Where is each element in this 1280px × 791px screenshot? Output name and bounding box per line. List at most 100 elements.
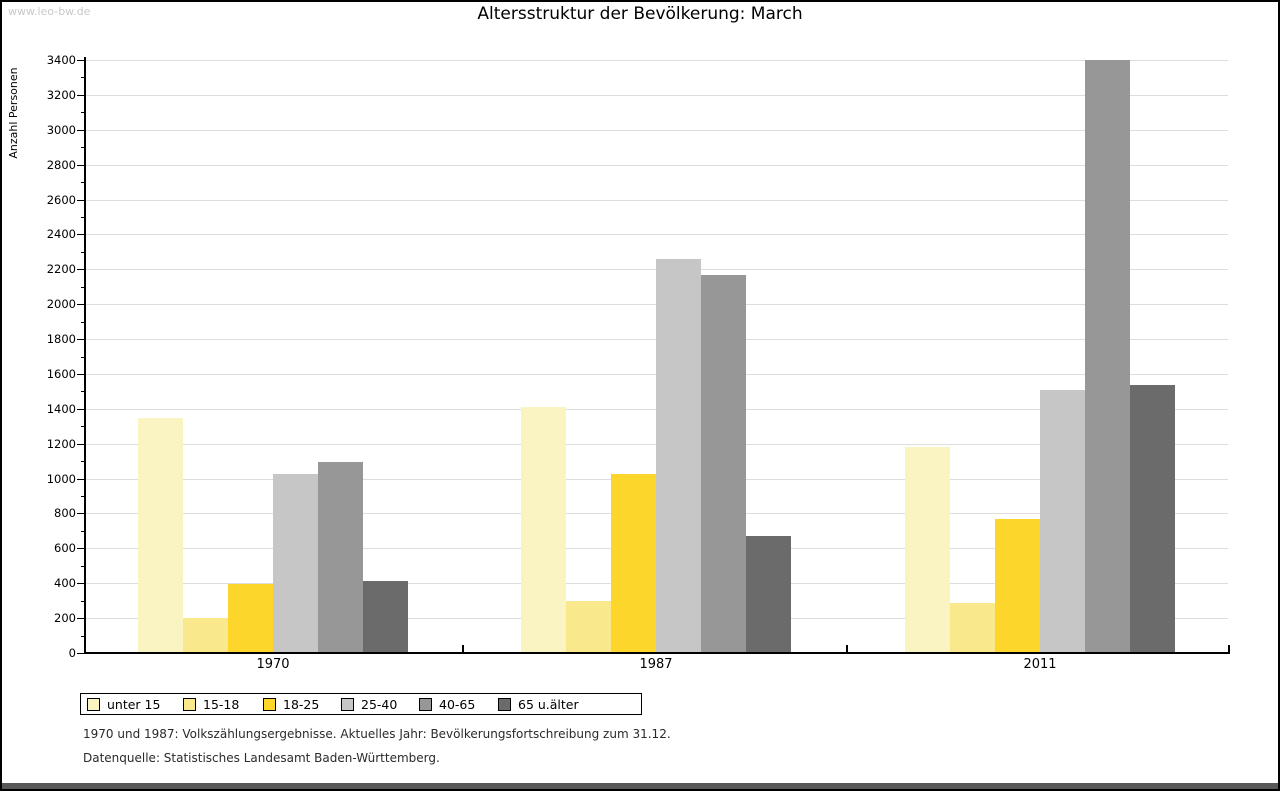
y-major-tick	[77, 443, 85, 445]
bar-65-u-lter-1987	[746, 536, 791, 653]
y-major-tick	[77, 618, 85, 620]
legend-swatch	[183, 697, 196, 711]
y-major-tick	[77, 408, 85, 410]
legend-item: unter 15	[87, 694, 160, 714]
bar-25-40-2011	[1040, 389, 1085, 653]
bar-65-u-lter-1970	[363, 581, 408, 653]
y-major-tick	[77, 583, 85, 585]
gridline	[86, 164, 1228, 166]
bar-40-65-1987	[701, 274, 746, 653]
y-major-tick	[77, 478, 85, 480]
y-tick-label: 2000	[46, 297, 76, 312]
y-major-tick	[77, 513, 85, 515]
gridline	[86, 234, 1228, 236]
y-major-tick	[77, 234, 85, 236]
y-major-tick	[77, 269, 85, 271]
y-tick-label: 3400	[46, 53, 76, 67]
y-tick-label: 2600	[46, 192, 76, 207]
y-minor-tick	[81, 77, 85, 79]
y-tick-label: 3000	[46, 122, 76, 137]
legend-label: 40-65	[439, 696, 476, 712]
y-major-tick	[77, 548, 85, 550]
y-minor-tick	[81, 426, 85, 428]
y-tick-label: 200	[54, 611, 76, 626]
bar-15-18-1970	[183, 618, 228, 653]
y-minor-tick	[81, 356, 85, 358]
y-tick-label: 2400	[46, 227, 76, 242]
y-minor-tick	[81, 147, 85, 149]
bar-15-18-2011	[950, 603, 995, 653]
gridline	[86, 129, 1228, 131]
y-tick-label: 1600	[46, 366, 76, 381]
y-tick-label: 1000	[46, 471, 76, 486]
legend-item: 18-25	[263, 694, 319, 714]
bar-40-65-1970	[318, 462, 363, 653]
chart-title: Altersstruktur der Bevölkerung: March	[477, 4, 803, 24]
bottom-strip	[2, 783, 1278, 789]
bar-unter-15-1987	[521, 407, 566, 653]
bar-18-25-1987	[611, 474, 656, 653]
legend-label: 18-25	[283, 696, 320, 712]
gridline	[86, 94, 1228, 96]
y-minor-tick	[81, 112, 85, 114]
y-major-tick	[77, 129, 85, 131]
y-tick-label: 3200	[46, 87, 76, 102]
legend-swatch	[498, 697, 511, 711]
legend-swatch	[419, 697, 432, 711]
y-minor-tick	[81, 496, 85, 498]
y-major-tick	[77, 653, 85, 654]
gridline	[86, 60, 1228, 61]
y-major-tick	[77, 373, 85, 375]
y-tick-label: 1400	[46, 401, 76, 416]
footnote-line-1: 1970 und 1987: Volkszählungsergebnisse. …	[83, 727, 671, 741]
x-category-label: 1970	[256, 657, 290, 672]
legend-label: unter 15	[107, 696, 161, 712]
y-minor-tick	[81, 251, 85, 253]
y-minor-tick	[81, 635, 85, 637]
bar-40-65-2011	[1085, 60, 1130, 653]
y-tick-label: 2200	[46, 262, 76, 277]
legend-label: 25-40	[361, 696, 398, 712]
y-minor-tick	[81, 461, 85, 463]
y-major-tick	[77, 199, 85, 201]
footnote-line-2: Datenquelle: Statistisches Landesamt Bad…	[83, 751, 440, 765]
legend-item: 65 u.älter	[498, 694, 579, 714]
y-major-tick	[77, 94, 85, 96]
legend-swatch	[263, 697, 276, 711]
watermark: www.leo-bw.de	[8, 5, 91, 18]
y-tick-label: 600	[54, 541, 76, 556]
gridline	[86, 199, 1228, 201]
x-category-separator-tick	[462, 645, 464, 652]
bar-15-18-1987	[566, 600, 611, 653]
y-tick-label: 1800	[46, 332, 76, 347]
y-axis-title: Anzahl Personen	[7, 67, 20, 159]
legend-label: 15-18	[203, 696, 240, 712]
legend: unter 15 15-18 18-25 25-40 40-65 65 u.älter	[80, 693, 642, 715]
bar-unter-15-1970	[138, 417, 183, 653]
y-major-tick	[77, 164, 85, 166]
x-category-label: 1987	[639, 657, 673, 672]
y-tick-label: 400	[54, 576, 76, 591]
legend-item: 40-65	[419, 694, 475, 714]
x-category-separator-tick	[1228, 645, 1230, 652]
bar-unter-15-2011	[905, 447, 950, 653]
bar-25-40-1987	[656, 258, 701, 653]
y-minor-tick	[81, 286, 85, 288]
legend-swatch	[87, 697, 100, 711]
y-minor-tick	[81, 391, 85, 393]
legend-label: 65 u.älter	[518, 696, 579, 712]
y-major-tick	[77, 60, 85, 61]
y-tick-label: 1200	[46, 436, 76, 451]
bar-65-u-lter-2011	[1130, 385, 1175, 653]
y-axis-line	[84, 57, 86, 654]
legend-item: 25-40	[341, 694, 397, 714]
y-minor-tick	[81, 216, 85, 218]
bar-25-40-1970	[273, 474, 318, 653]
bar-18-25-2011	[995, 518, 1040, 653]
x-axis-line	[84, 652, 1230, 654]
bar-18-25-1970	[228, 584, 273, 653]
y-major-tick	[77, 304, 85, 306]
y-minor-tick	[81, 321, 85, 323]
legend-item: 15-18	[183, 694, 239, 714]
